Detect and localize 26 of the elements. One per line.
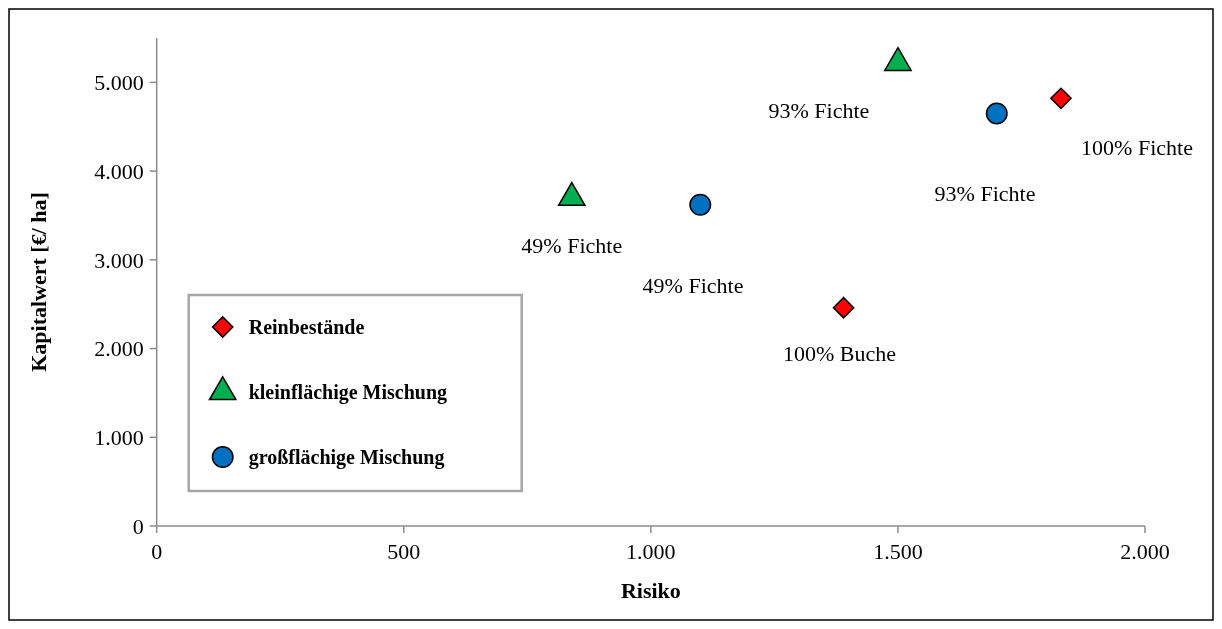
y-tick-label: 1.000 bbox=[94, 424, 144, 450]
y-tick-label: 0 bbox=[132, 513, 144, 539]
annotation: 49% Fichte bbox=[521, 233, 623, 259]
x-tick-label: 500 bbox=[387, 539, 421, 564]
annotation: 100% Fichte bbox=[1081, 135, 1193, 161]
y-tick-label: 3.000 bbox=[94, 247, 144, 273]
x-tick-label: 1.500 bbox=[873, 539, 923, 564]
legend-label: Reinbestände bbox=[248, 316, 365, 338]
annotation: 93% Fichte bbox=[768, 97, 870, 123]
x-tick-label: 2.000 bbox=[1120, 539, 1170, 564]
y-tick-label: 4.000 bbox=[94, 158, 144, 184]
x-tick-label: 0 bbox=[151, 539, 163, 564]
legend-label: kleinflächige Mischung bbox=[248, 381, 448, 404]
point bbox=[832, 296, 855, 319]
annotation: 100% Buche bbox=[783, 341, 897, 367]
point bbox=[1050, 87, 1072, 110]
x-tick-label: 1.000 bbox=[626, 539, 676, 564]
y-tick-label: 2.000 bbox=[94, 336, 144, 362]
y-axis-title: Kapitalwert [€/ ha] bbox=[26, 192, 51, 372]
point bbox=[985, 102, 1008, 125]
annotation: 49% Fichte bbox=[642, 272, 744, 298]
annotation: 93% Fichte bbox=[934, 180, 1036, 206]
legend-label: großflächige Mischung bbox=[248, 446, 445, 469]
x-axis-title: Risiko bbox=[620, 578, 681, 603]
y-tick-label: 5.000 bbox=[94, 70, 144, 96]
point bbox=[689, 193, 712, 216]
